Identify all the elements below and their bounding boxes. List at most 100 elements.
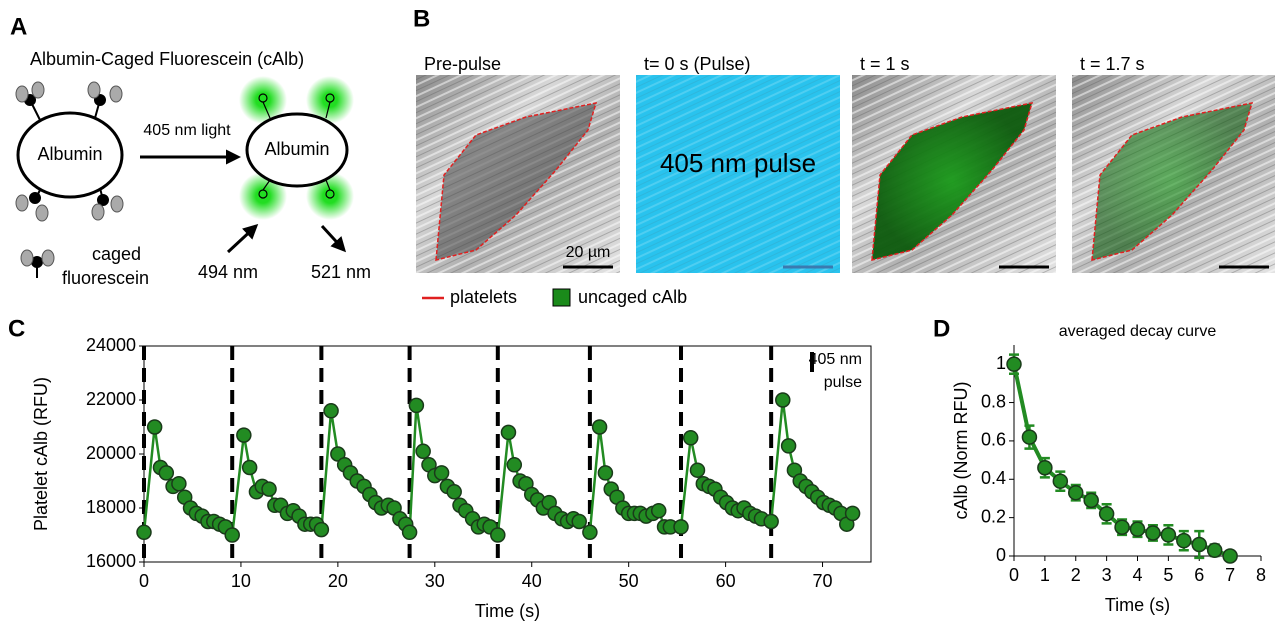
panel-b: Pre-pulse t= 0 s (Pulse) t = 1 s t = 1.7 s 4… — [416, 54, 1275, 273]
reactant-label: Albumin — [37, 144, 102, 164]
data-point — [236, 427, 252, 443]
panel-label: D — [933, 315, 950, 342]
data-point — [1145, 525, 1161, 541]
legend-label: fluorescein — [62, 268, 149, 288]
legend-swatch — [552, 288, 571, 307]
x-tick-label: 8 — [1256, 565, 1266, 585]
legend-label: uncaged cAlb — [578, 287, 687, 307]
data-point — [591, 419, 608, 435]
platelet-texture — [436, 103, 596, 260]
pulse-text: 405 nm pulse — [660, 148, 816, 178]
panel-a: Albumin-Caged Fluorescein (cAlb) Albumin… — [15, 49, 371, 288]
legend-icon — [20, 249, 55, 278]
x-tick-label: 1 — [1040, 565, 1050, 585]
data-point — [224, 527, 240, 543]
x-tick-label: 7 — [1225, 565, 1235, 585]
x-tick-label: 4 — [1132, 565, 1142, 585]
y-tick-label: 16000 — [86, 551, 136, 571]
data-point — [763, 513, 779, 530]
platelet-outline — [435, 102, 598, 261]
data-point — [780, 438, 797, 454]
x-tick-label: 6 — [1194, 565, 1204, 585]
y-tick-label: 0.4 — [981, 468, 1006, 488]
data-point — [650, 502, 667, 519]
data-point — [433, 465, 450, 481]
x-tick-label: 10 — [231, 571, 251, 591]
albumin-shape — [245, 112, 349, 188]
chart: 16000 18000 20000 22000 24000 0 10 20 30 40 50 60 70… — [31, 335, 872, 621]
frame-label: t = 1 s — [860, 54, 910, 74]
frame-label: t = 1.7 s — [1080, 54, 1145, 74]
y-tick-label: 1 — [996, 353, 1006, 373]
x-tick-label: 40 — [522, 571, 542, 591]
data-point — [401, 524, 418, 541]
data-point — [1052, 473, 1069, 489]
y-tick-label: 0.8 — [981, 391, 1006, 411]
product-label: Albumin — [264, 139, 329, 159]
data-point — [582, 524, 598, 541]
albumin-shape — [16, 111, 124, 199]
uncaged-region — [1092, 103, 1252, 260]
x-tick-label: 70 — [813, 571, 833, 591]
data-point — [1191, 536, 1207, 553]
diagram-title: Albumin-Caged Fluorescein (cAlb) — [30, 49, 304, 69]
y-tick-label: 0.2 — [981, 506, 1006, 526]
panel-label: C — [8, 315, 25, 342]
platelet-outline — [871, 102, 1034, 261]
caged-groups — [15, 81, 124, 222]
data-point — [597, 465, 614, 481]
excitation-arrow — [226, 223, 259, 254]
panel-label: A — [10, 13, 27, 40]
chart: 0 0.2 0.4 0.6 0.8 1 0 1 2 3 4 5 6 7 8 Time (s) cAlb (Nor… — [951, 323, 1266, 615]
data-point — [1021, 429, 1038, 445]
data-point — [1006, 356, 1022, 372]
legend-label: caged — [92, 244, 141, 264]
platelet-outline — [1091, 102, 1254, 261]
data-point — [330, 446, 346, 462]
data-point — [408, 397, 425, 414]
y-tick-label: 18000 — [86, 497, 136, 517]
panel-label: B — [413, 5, 430, 32]
data-point — [146, 419, 163, 435]
emission-arrow — [320, 224, 347, 253]
data-point — [241, 459, 258, 476]
data-point — [844, 505, 861, 522]
data-point — [261, 481, 277, 497]
data-point — [1114, 519, 1130, 535]
x-tick-label: 0 — [139, 571, 149, 591]
image-texture — [636, 75, 840, 273]
arrow-label: 405 nm light — [143, 122, 231, 139]
chart-title: averaged decay curve — [1059, 323, 1217, 340]
frame-label: Pre-pulse — [424, 54, 501, 74]
data-point — [323, 403, 339, 419]
x-tick-label: 60 — [716, 571, 736, 591]
data-point — [673, 519, 689, 535]
y-tick-label: 0.6 — [981, 430, 1006, 450]
scale-bar-label: 20 µm — [566, 244, 611, 261]
data-point — [1206, 542, 1223, 558]
x-tick-label: 0 — [1009, 565, 1019, 585]
y-tick-label: 24000 — [86, 335, 136, 355]
pulse-legend-label: pulse — [824, 374, 862, 391]
data-point — [415, 443, 431, 460]
data-point — [682, 430, 699, 446]
frame-label: t= 0 s (Pulse) — [644, 54, 751, 74]
uncaged-region — [872, 103, 1032, 260]
data-point — [1037, 460, 1053, 476]
x-tick-label: 30 — [425, 571, 445, 591]
data-point — [500, 424, 517, 441]
plot-frame — [143, 345, 872, 563]
data-point — [1176, 532, 1192, 549]
pulse-legend-label: 405 nm — [809, 351, 862, 368]
x-tick-label: 5 — [1163, 565, 1173, 585]
x-axis-label: Time (s) — [475, 601, 540, 621]
data-point — [490, 527, 506, 543]
y-tick-label: 0 — [996, 545, 1006, 565]
y-axis-label: cAlb (Norm RFU) — [951, 382, 971, 520]
data-point — [446, 484, 462, 500]
y-tick-label: 20000 — [86, 443, 136, 463]
data-point — [171, 475, 187, 492]
legend-label: platelets — [450, 287, 517, 307]
data-point — [1068, 484, 1084, 501]
